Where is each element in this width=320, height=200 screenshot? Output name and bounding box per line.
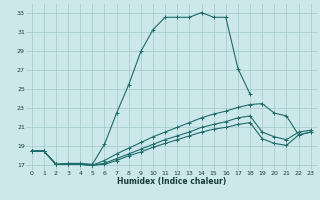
X-axis label: Humidex (Indice chaleur): Humidex (Indice chaleur) [116,177,226,186]
